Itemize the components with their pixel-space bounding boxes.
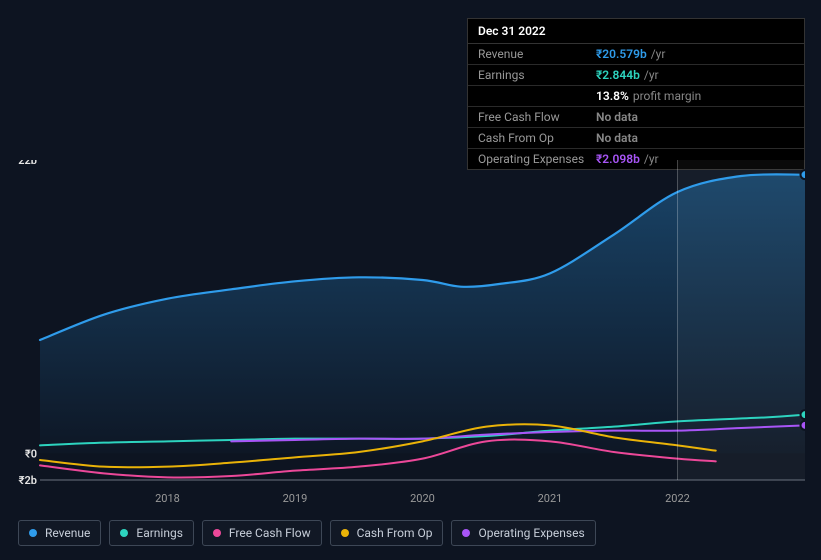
legend-label: Earnings xyxy=(136,526,183,540)
x-axis-label: 2020 xyxy=(410,492,435,505)
chart-tooltip: Dec 31 2022 Revenue₹20.579b/yrEarnings₹2… xyxy=(467,18,805,170)
y-axis-label: -₹2b xyxy=(18,474,37,487)
x-axis-label: 2022 xyxy=(665,492,690,505)
legend-label: Revenue xyxy=(45,526,90,540)
x-axis-label: 2019 xyxy=(283,492,308,505)
tooltip-row-label: Cash From Op xyxy=(478,132,596,144)
financials-chart: 2018 2019 2020 2021 2022 ₹22b ₹0 -₹2b xyxy=(18,160,805,508)
legend-label: Free Cash Flow xyxy=(229,526,311,540)
tooltip-row: Revenue₹20.579b/yr xyxy=(468,44,804,65)
legend-label: Cash From Op xyxy=(357,526,433,540)
legend-item-operating-expenses[interactable]: Operating Expenses xyxy=(451,520,595,546)
tooltip-row: 13.8%profit margin xyxy=(468,86,804,107)
legend-item-free-cash-flow[interactable]: Free Cash Flow xyxy=(202,520,322,546)
y-axis-label: ₹22b xyxy=(18,160,37,167)
legend-swatch xyxy=(29,529,37,537)
tooltip-row-label xyxy=(478,90,596,102)
legend-swatch xyxy=(120,529,128,537)
tooltip-row-label: Free Cash Flow xyxy=(478,111,596,123)
legend-swatch xyxy=(462,529,470,537)
x-axis-label: 2021 xyxy=(538,492,563,505)
chart-legend: Revenue Earnings Free Cash Flow Cash From O… xyxy=(18,520,596,546)
tooltip-row-value: ₹20.579b/yr xyxy=(596,48,665,60)
tooltip-row-value: ₹2.844b/yr xyxy=(596,69,659,81)
legend-item-revenue[interactable]: Revenue xyxy=(18,520,101,546)
legend-swatch xyxy=(341,529,349,537)
tooltip-row-value: No data xyxy=(596,111,638,123)
legend-label: Operating Expenses xyxy=(478,526,584,540)
tooltip-row-value: 13.8%profit margin xyxy=(596,90,701,102)
legend-item-cash-from-op[interactable]: Cash From Op xyxy=(330,520,444,546)
tooltip-date: Dec 31 2022 xyxy=(468,19,804,44)
legend-swatch xyxy=(213,529,221,537)
x-axis-label: 2018 xyxy=(155,492,180,505)
y-axis-label: ₹0 xyxy=(25,447,37,460)
legend-item-earnings[interactable]: Earnings xyxy=(109,520,194,546)
tooltip-row-value: No data xyxy=(596,132,638,144)
tooltip-row: Earnings₹2.844b/yr xyxy=(468,65,804,86)
tooltip-row: Cash From OpNo data xyxy=(468,128,804,149)
tooltip-row-label: Earnings xyxy=(478,69,596,81)
tooltip-row-label: Revenue xyxy=(478,48,596,60)
tooltip-row: Free Cash FlowNo data xyxy=(468,107,804,128)
